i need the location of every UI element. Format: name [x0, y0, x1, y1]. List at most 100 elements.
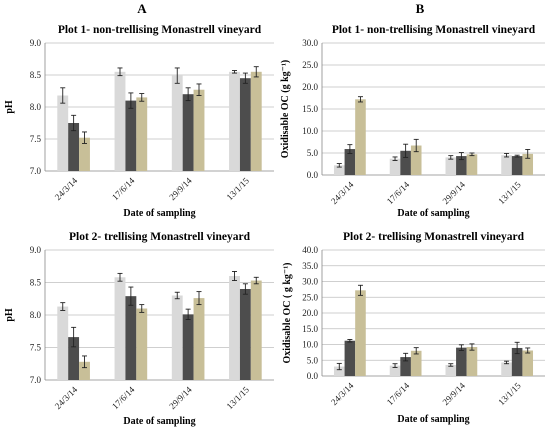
bar — [125, 296, 137, 380]
x-axis-label: Date of sampling — [397, 414, 469, 425]
bar — [511, 156, 523, 175]
y-axis-label: Oxidisable OC ( g kg⁻¹) — [282, 262, 293, 363]
bar — [193, 89, 205, 171]
x-tick-label: 29/9/14 — [167, 384, 194, 411]
y-tick-label: 15.0 — [302, 104, 318, 114]
y-tick-label: 7.0 — [30, 375, 42, 385]
y-axis-label: Oxidisable OC (g kg⁻¹) — [280, 60, 291, 159]
bar — [522, 153, 534, 175]
bar — [136, 97, 148, 171]
x-tick-label: 24/3/14 — [329, 179, 356, 206]
y-tick-label: 10.0 — [302, 126, 318, 136]
y-tick-label: 0.0 — [307, 170, 319, 180]
bar — [389, 158, 401, 175]
bar — [250, 280, 262, 380]
bar — [344, 340, 356, 376]
bar — [400, 357, 411, 376]
y-tick-label: 20.0 — [302, 82, 318, 92]
y-tick-label: 15.0 — [302, 324, 318, 334]
x-tick-label: 24/3/14 — [53, 175, 80, 202]
panel-label-b: B — [416, 1, 425, 16]
chart-title: Plot 2- trellising Monastrell vineyard — [343, 231, 525, 243]
y-tick-label: 30.0 — [302, 277, 318, 287]
bar — [333, 165, 345, 175]
y-tick-label: 25.0 — [302, 60, 318, 70]
bar — [355, 290, 366, 376]
x-tick-label: 13/1/15 — [225, 384, 252, 411]
bar — [68, 337, 80, 380]
x-tick-label: 13/1/15 — [225, 175, 252, 202]
chart-title: Plot 2- trellising Monastrell vineyard — [69, 231, 251, 243]
bar — [511, 347, 523, 376]
bar — [239, 289, 251, 380]
bar — [466, 347, 478, 376]
y-tick-label: 30.0 — [302, 38, 318, 48]
bar — [456, 156, 467, 175]
bar — [466, 154, 478, 175]
bar — [182, 94, 194, 171]
bar — [445, 157, 457, 175]
bar — [389, 365, 401, 376]
bar — [522, 350, 534, 376]
x-tick-label: 29/9/14 — [441, 380, 468, 407]
bar — [333, 366, 345, 376]
y-tick-label: 8.0 — [30, 310, 42, 320]
y-tick-label: 5.0 — [307, 148, 319, 158]
bar — [355, 99, 366, 175]
bar — [501, 155, 512, 175]
y-tick-label: 9.0 — [30, 245, 42, 255]
y-axis-label: pH — [4, 100, 15, 114]
y-tick-label: 40.0 — [302, 245, 318, 255]
bar — [193, 298, 205, 380]
x-tick-label: 13/1/15 — [496, 380, 523, 407]
bar — [445, 364, 457, 376]
y-tick-label: 7.0 — [30, 166, 42, 176]
chart-title: Plot 1- non-trellising Monastrell vineya… — [332, 24, 536, 36]
x-axis-label: Date of sampling — [123, 208, 195, 219]
y-tick-label: 8.5 — [30, 70, 42, 80]
bar — [57, 306, 69, 380]
bar — [456, 347, 467, 376]
chart-plot1-oxidisable-oc: Plot 1- non-trellising Monastrell vineya… — [280, 24, 545, 219]
x-tick-label: 29/9/14 — [441, 179, 468, 206]
bar — [344, 149, 356, 175]
y-tick-label: 25.0 — [302, 292, 318, 302]
bar — [182, 314, 194, 380]
y-tick-label: 8.0 — [30, 102, 42, 112]
panel-label-a: A — [137, 1, 147, 16]
chart-plot2-ph: Plot 2- trellising Monastrell vineyard 7.… — [4, 231, 274, 427]
y-tick-label: 7.5 — [30, 343, 42, 353]
bar — [114, 277, 126, 380]
chart-plot1-ph: Plot 1- non-trellising Monastrell vineya… — [4, 24, 274, 219]
bar — [68, 123, 80, 171]
bar — [250, 71, 262, 171]
bar — [410, 145, 422, 175]
y-tick-label: 5.0 — [307, 355, 319, 365]
bar — [229, 276, 240, 380]
bar — [171, 75, 183, 171]
bar — [125, 100, 137, 171]
y-tick-label: 9.0 — [30, 38, 42, 48]
y-tick-label: 35.0 — [302, 261, 318, 271]
x-tick-label: 24/3/14 — [53, 384, 80, 411]
bar — [79, 137, 90, 171]
y-tick-label: 20.0 — [302, 308, 318, 318]
x-tick-label: 29/9/14 — [167, 175, 194, 202]
x-tick-label: 17/6/14 — [110, 384, 137, 411]
x-tick-label: 17/6/14 — [110, 175, 137, 202]
bar — [501, 362, 512, 376]
y-tick-label: 7.5 — [30, 134, 42, 144]
bar — [400, 150, 411, 175]
y-tick-label: 0.0 — [307, 371, 319, 381]
x-axis-label: Date of sampling — [123, 416, 195, 427]
bar — [239, 78, 251, 171]
y-tick-label: 10.0 — [302, 340, 318, 350]
x-tick-label: 17/6/14 — [385, 179, 412, 206]
bar — [136, 308, 148, 380]
x-tick-label: 13/1/15 — [496, 179, 523, 206]
chart-plot2-oxidisable-oc: Plot 2- trellising Monastrell vineyard 0.… — [282, 231, 545, 425]
bar — [57, 95, 69, 171]
bar — [114, 71, 126, 171]
x-axis-label: Date of sampling — [397, 208, 469, 219]
bar — [229, 71, 240, 171]
